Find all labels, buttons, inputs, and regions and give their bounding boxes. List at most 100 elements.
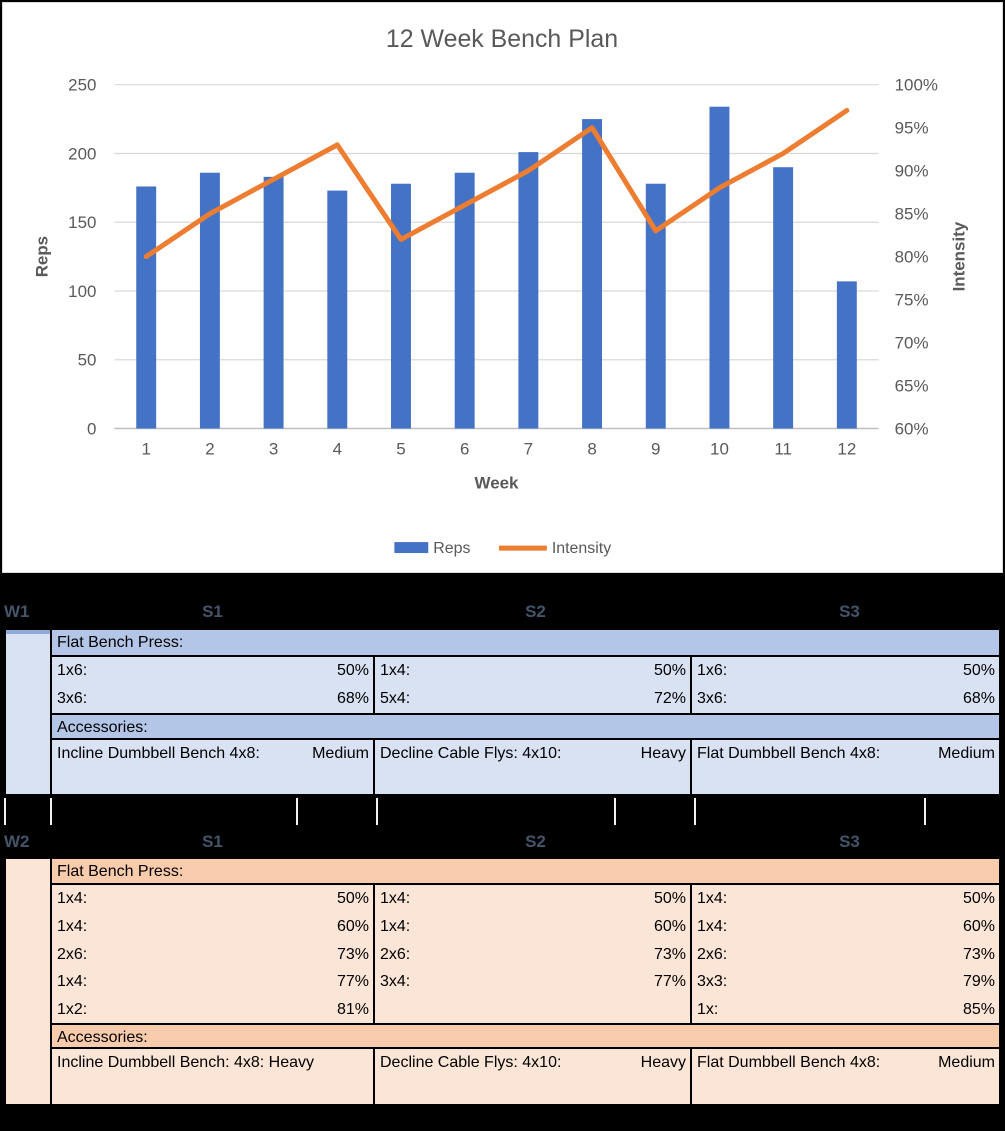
x-axis-tick-label: 11: [774, 439, 792, 458]
week-spacer-column[interactable]: [6, 859, 50, 1104]
set-percentage: 50%: [336, 662, 369, 679]
x-axis-tick-label: 9: [651, 439, 660, 458]
spacer-column-cap: [6, 630, 50, 634]
cell-border-tick: [4, 798, 6, 825]
left-axis-tick-label: 200: [68, 144, 96, 163]
set-scheme: 3x3:: [697, 973, 728, 990]
session-1-label-cell[interactable]: S1: [202, 832, 223, 851]
legend-reps-swatch[interactable]: [394, 542, 429, 554]
x-axis-tick-label: 4: [333, 439, 342, 458]
exercise-section-header[interactable]: Flat Bench Press:: [50, 630, 999, 657]
set-cell-s3[interactable]: 1x6: 50%: [690, 657, 999, 685]
set-cell-s1[interactable]: 1x2: 81%: [50, 996, 373, 1023]
set-percentage: 60%: [653, 918, 686, 935]
set-cell-s1[interactable]: 1x6: 50%: [50, 657, 373, 685]
set-cell-s1[interactable]: 3x6: 68%: [50, 685, 373, 713]
set-percentage: 50%: [653, 662, 686, 679]
set-cell-s1[interactable]: 1x4: 50%: [50, 885, 373, 913]
x-axis-tick-label: 2: [205, 439, 214, 458]
accessory-cell-s2[interactable]: Decline Cable Flys: 4x10: Heavy: [373, 740, 690, 794]
set-cell-s1[interactable]: 1x4: 77%: [50, 968, 373, 996]
accessory-label: Decline Cable Flys: 4x10:: [380, 1054, 562, 1071]
session-2-label-cell[interactable]: S2: [525, 602, 546, 621]
set-cell-s3[interactable]: 3x6: 68%: [690, 685, 999, 713]
set-percentage: 68%: [336, 690, 369, 707]
bar-week-6[interactable]: [454, 172, 475, 429]
right-axis-title: Intensity: [949, 221, 968, 291]
set-scheme: 1x6:: [57, 662, 88, 679]
chart-svg: 0 50 100 150 200 250 60% 65% 70% 75% 80% 85% 90% 95% 1…: [33, 25, 969, 557]
x-axis-tick-label: 12: [837, 439, 856, 458]
set-cell-s2[interactable]: 5x4: 72%: [373, 685, 690, 713]
bench-plan-chart[interactable]: 0 50 100 150 200 250 60% 65% 70% 75% 80% 85% 90% 95% 1…: [2, 2, 1003, 573]
left-axis-tick-label: 150: [68, 213, 96, 232]
set-scheme: 1x6:: [697, 662, 728, 679]
set-percentage: 72%: [653, 690, 686, 707]
exercise-section-header[interactable]: Flat Bench Press:: [50, 859, 999, 885]
week-1-header-band: W1 S1 S2 S3: [0, 599, 1005, 625]
session-1-label-cell[interactable]: S1: [202, 602, 223, 621]
set-cell-s1[interactable]: 2x6: 73%: [50, 941, 373, 968]
set-percentage: 85%: [962, 1001, 995, 1018]
set-percentage: 79%: [962, 973, 995, 990]
week-label-cell[interactable]: W2: [4, 832, 30, 851]
bar-week-5[interactable]: [391, 183, 411, 429]
bar-week-12[interactable]: [836, 281, 857, 429]
cell-border-tick: [376, 798, 378, 825]
week-spacer-column[interactable]: [6, 630, 50, 794]
set-scheme: 3x6:: [697, 690, 728, 707]
set-cell-s3[interactable]: 2x6: 73%: [690, 941, 999, 968]
set-percentage: 50%: [962, 662, 995, 679]
session-2-label-cell[interactable]: S2: [525, 832, 546, 851]
bar-week-4[interactable]: [327, 190, 348, 429]
set-percentage: 73%: [653, 946, 686, 963]
session-3-label-cell[interactable]: S3: [839, 602, 860, 621]
set-scheme: 1x4:: [57, 890, 88, 907]
cell-border-tick: [924, 798, 926, 825]
set-cell-s3[interactable]: 3x3: 79%: [690, 968, 999, 996]
x-axis-tick-label: 10: [710, 439, 729, 458]
set-percentage: 50%: [336, 890, 369, 907]
set-cell-s1[interactable]: 1x4: 60%: [50, 913, 373, 941]
left-axis-tick-label: 250: [68, 76, 96, 95]
session-3-label-cell[interactable]: S3: [839, 832, 860, 851]
set-cell-s3[interactable]: 1x4: 50%: [690, 885, 999, 913]
week-label-cell[interactable]: W1: [4, 602, 30, 621]
x-axis-tick-label: 6: [460, 439, 469, 458]
accessory-cell-s2[interactable]: Decline Cable Flys: 4x10: Heavy: [373, 1049, 690, 1104]
bar-week-2[interactable]: [199, 172, 220, 429]
set-cell-s2[interactable]: 1x4: 50%: [373, 885, 690, 913]
right-axis-tick-label: 75%: [895, 291, 929, 310]
set-cell-s2[interactable]: 1x4: 50%: [373, 657, 690, 685]
legend-reps-label[interactable]: Reps: [433, 540, 470, 557]
accessories-section-header[interactable]: Accessories:: [50, 713, 999, 740]
accessory-cell-s1[interactable]: Incline Dumbbell Bench: 4x8: Heavy: [50, 1049, 373, 1104]
intensity-line[interactable]: [143, 108, 850, 260]
set-cell-s2[interactable]: 3x4: 77%: [373, 968, 690, 996]
accessory-cell-s1[interactable]: Incline Dumbbell Bench 4x8: Medium: [50, 740, 373, 794]
set-cell-s2[interactable]: 2x6: 73%: [373, 941, 690, 968]
week-2-header-band: W2 S1 S2 S3: [0, 829, 1005, 855]
set-cell-s3[interactable]: 1x: 85%: [690, 996, 999, 1023]
bar-week-9[interactable]: [645, 183, 666, 429]
set-cell-s2[interactable]: 1x4: 60%: [373, 913, 690, 941]
set-cell-s2[interactable]: [373, 996, 690, 1023]
set-cell-s3[interactable]: 1x4: 60%: [690, 913, 999, 941]
legend-intensity-label[interactable]: Intensity: [552, 540, 611, 557]
set-scheme: 5x4:: [380, 690, 411, 707]
right-axis-tick-label: 100%: [895, 76, 938, 95]
x-axis-title: Week: [475, 473, 520, 492]
set-scheme: 3x4:: [380, 973, 411, 990]
bar-week-10[interactable]: [709, 106, 730, 429]
accessory-cell-s3[interactable]: Flat Dumbbell Bench 4x8: Medium: [690, 1049, 999, 1104]
bar-week-1[interactable]: [136, 186, 157, 429]
bar-week-11[interactable]: [773, 167, 794, 429]
left-axis-tick-label: 100: [68, 282, 96, 301]
bar-week-8[interactable]: [582, 119, 603, 429]
accessory-label: Incline Dumbbell Bench: 4x8: Heavy: [57, 1054, 315, 1071]
accessories-section-header[interactable]: Accessories:: [50, 1023, 999, 1049]
bar-week-3[interactable]: [263, 176, 284, 429]
bar-week-7[interactable]: [518, 152, 539, 429]
accessory-cell-s3[interactable]: Flat Dumbbell Bench 4x8: Medium: [690, 740, 999, 794]
set-scheme: 1x4:: [697, 918, 728, 935]
